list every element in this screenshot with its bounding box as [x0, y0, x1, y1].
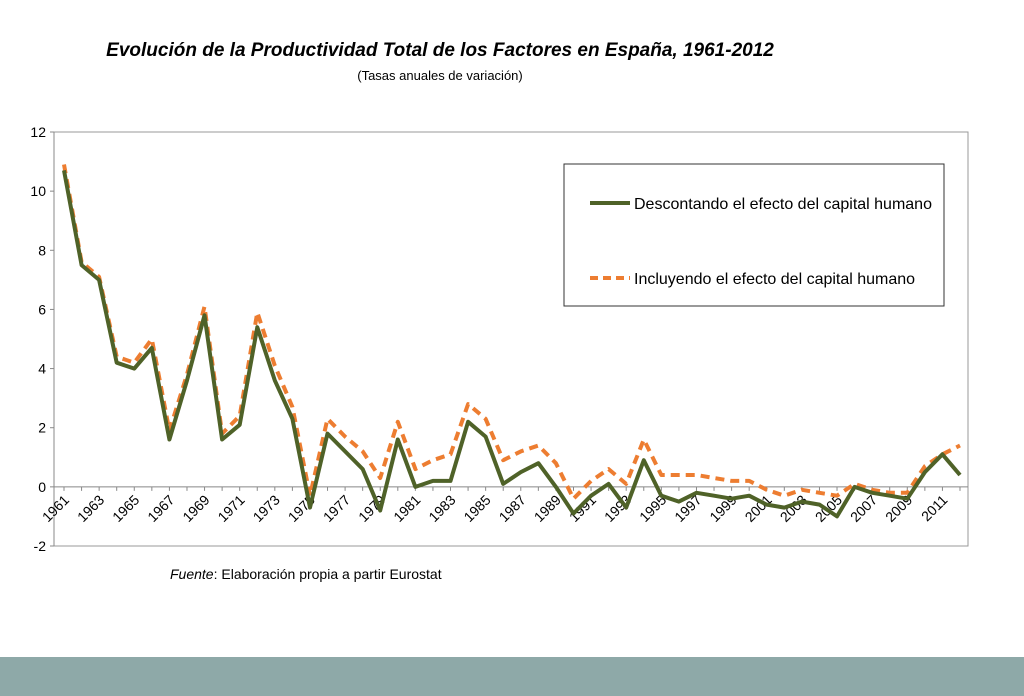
source-label: Fuente — [170, 566, 214, 582]
y-tick-label: 0 — [38, 479, 46, 495]
y-tick-label: 12 — [30, 124, 46, 140]
bottom-bar — [0, 657, 1024, 696]
legend-box — [563, 163, 945, 307]
source-note: Fuente: Elaboración propia a partir Euro… — [170, 566, 442, 582]
chart-title: Evolución de la Productividad Total de l… — [106, 40, 774, 61]
legend-label-series-1: Descontando el efecto del capital humano — [634, 196, 932, 213]
y-tick-label: 8 — [38, 242, 46, 258]
legend: Descontando el efecto del capital humano… — [563, 163, 945, 307]
chart-subtitle: (Tasas anuales de variación) — [357, 68, 523, 83]
legend-label-series-2: Incluyendo el efecto del capital humano — [634, 271, 915, 288]
series-layer — [62, 164, 962, 519]
series-line-1 — [62, 170, 962, 519]
y-tick-label: 6 — [38, 301, 46, 317]
y-tick-label: 2 — [38, 420, 46, 436]
y-axis: -2 0 2 4 6 8 10 12 — [30, 124, 55, 554]
y-tick-label: 4 — [38, 361, 46, 377]
y-tick-label: -2 — [34, 538, 47, 554]
source-text: : Elaboración propia a partir Eurostat — [213, 566, 442, 582]
y-tick-label: 10 — [30, 183, 46, 199]
